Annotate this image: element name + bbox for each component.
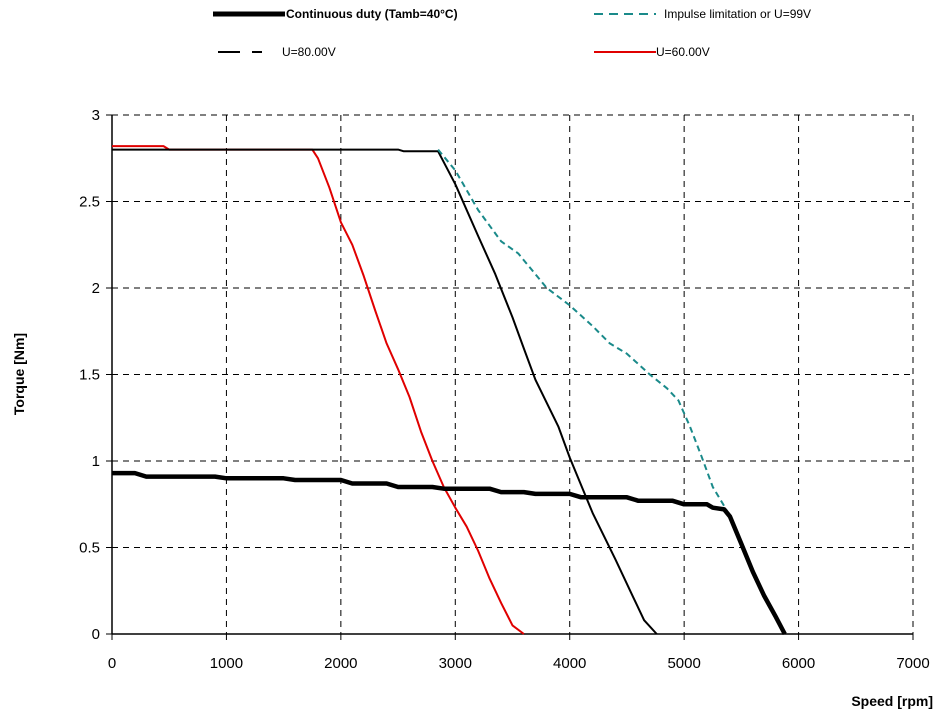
x-tick-label-5000: 5000: [667, 655, 700, 672]
x-axis-title: Speed [rpm]: [851, 693, 933, 709]
legend-label-impulse-limitation: Impulse limitation or U=99V: [664, 7, 811, 21]
series-line-1: [437, 148, 786, 635]
y-axis-title: Torque [Nm]: [11, 333, 27, 415]
x-tick-label-2000: 2000: [324, 655, 357, 672]
y-tick-label-2.5: 2.5: [79, 194, 100, 211]
y-tick-label-3: 3: [92, 107, 100, 124]
series-line-3: [112, 145, 525, 635]
axes: [106, 114, 914, 640]
y-tick-label-1: 1: [92, 453, 100, 470]
legend-label-continuous-duty: Continuous duty (Tamb=40°C): [286, 7, 458, 21]
y-tick-label-1.5: 1.5: [79, 367, 100, 384]
legend: Continuous duty (Tamb=40°C) Impulse limi…: [213, 7, 811, 59]
x-tick-label-3000: 3000: [439, 655, 472, 672]
series-line-0: [112, 470, 787, 636]
tick-labels: 0 1000 2000 3000 4000 5000 6000 7000 0 0.5 1 1.5 2 2.…: [79, 107, 930, 672]
y-tick-label-0.5: 0.5: [79, 540, 100, 557]
x-tick-label-0: 0: [108, 655, 116, 672]
series-line-2: [112, 148, 658, 635]
grid: [112, 114, 914, 634]
x-tick-label-7000: 7000: [896, 655, 929, 672]
y-tick-label-2: 2: [92, 280, 100, 297]
legend-label-u80: U=80.00V: [282, 45, 336, 59]
x-tick-label-6000: 6000: [782, 655, 815, 672]
legend-label-u60: U=60.00V: [656, 45, 710, 59]
x-tick-label-4000: 4000: [553, 655, 586, 672]
y-tick-label-0: 0: [92, 626, 100, 643]
series-lines: [112, 145, 787, 636]
x-tick-label-1000: 1000: [210, 655, 243, 672]
